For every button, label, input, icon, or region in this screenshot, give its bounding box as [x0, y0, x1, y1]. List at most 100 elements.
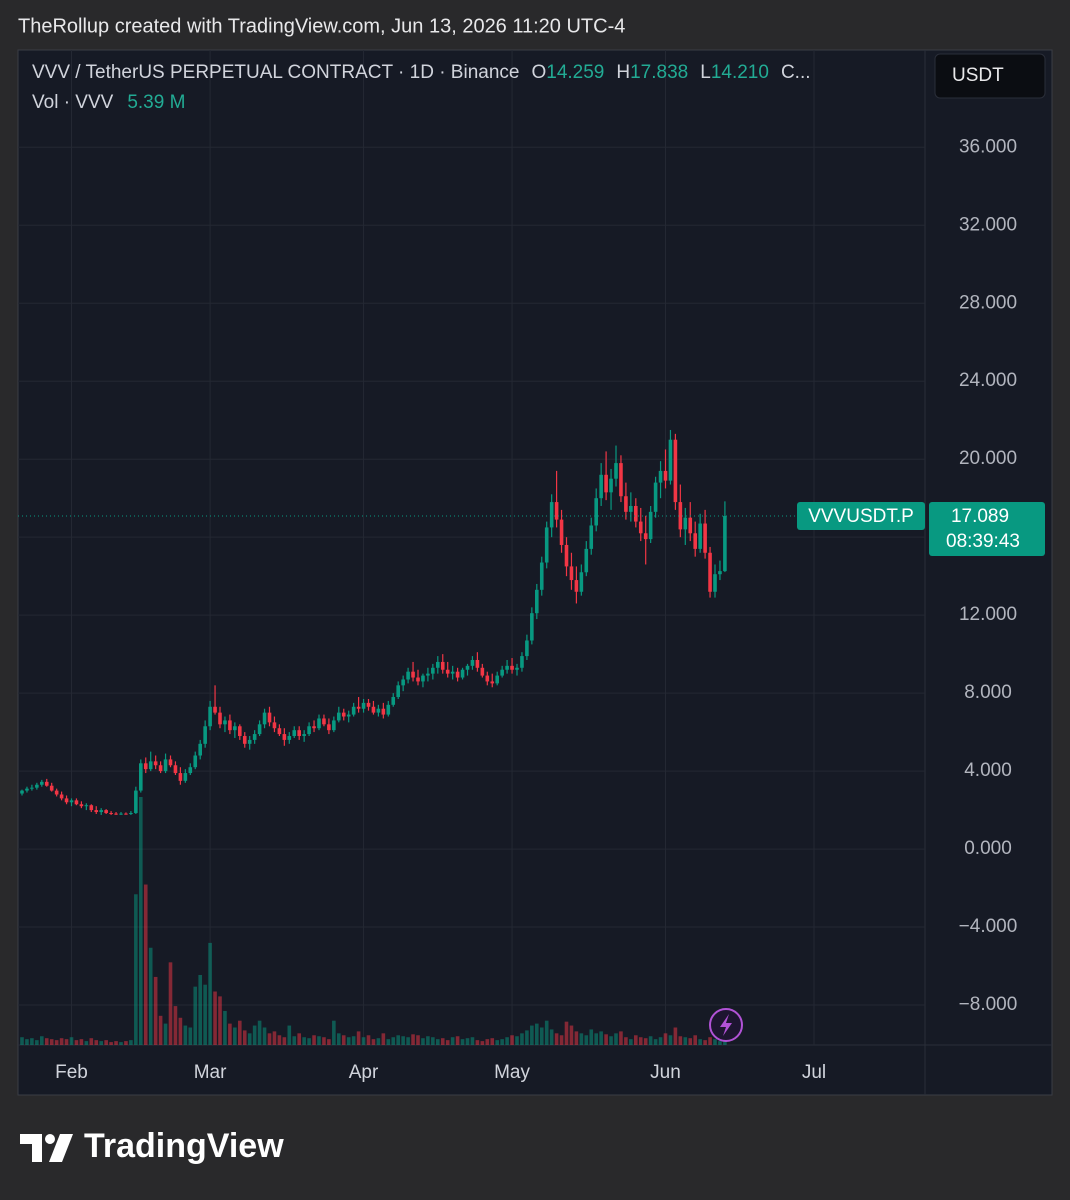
ohlc-item: O14.259: [531, 62, 604, 84]
y-tick-label: 12.000: [959, 604, 1017, 625]
candle-body: [505, 665, 509, 670]
candle-body: [124, 813, 128, 815]
candle-body: [371, 706, 376, 713]
candle-body: [663, 470, 668, 481]
candle-body: [480, 667, 485, 676]
candle-body: [99, 810, 103, 813]
volume-bar: [307, 1038, 311, 1045]
volume-bar: [604, 1034, 608, 1045]
candle-body: [470, 659, 475, 666]
candle-body: [223, 720, 227, 725]
volume-bar: [64, 1039, 69, 1045]
candle-body: [629, 505, 633, 512]
volume-bar: [337, 1033, 341, 1045]
currency-button[interactable]: [934, 53, 1046, 99]
volume-bar: [351, 1036, 356, 1045]
volume-bar: [708, 1037, 712, 1045]
volume-bar: [381, 1033, 386, 1045]
volume-bar: [302, 1037, 306, 1045]
volume-bar: [282, 1037, 287, 1045]
candle-body: [648, 511, 653, 540]
legend-row: VVV / TetherUS PERPETUAL CONTRACT · 1D ·…: [32, 62, 811, 84]
candle-body: [445, 669, 450, 674]
x-tick-label: Jul: [802, 1062, 826, 1083]
candle-body: [604, 474, 608, 493]
volume-bar: [69, 1037, 74, 1045]
volume-bar: [153, 976, 158, 1045]
candle-body: [89, 805, 94, 811]
volume-bar: [148, 947, 153, 1045]
candle-body: [411, 671, 415, 678]
volume-bar: [629, 1039, 633, 1045]
volume-bar: [391, 1037, 396, 1045]
candle-body: [54, 790, 59, 795]
volume-bar: [634, 1035, 638, 1045]
ohlc-value: 17.838: [630, 62, 689, 83]
volume-bar: [277, 1035, 282, 1045]
volume-bar: [520, 1033, 524, 1045]
volume-bar: [455, 1036, 460, 1045]
volume-bar: [292, 1036, 297, 1045]
volume-bar: [208, 942, 212, 1045]
candle-body: [322, 718, 326, 725]
volume-bar: [297, 1033, 301, 1045]
candle-body: [267, 712, 272, 723]
volume-bar: [584, 1035, 589, 1045]
volume-bar: [94, 1040, 99, 1045]
candle-body: [436, 661, 440, 668]
candle-body: [158, 765, 163, 772]
volume-bar: [663, 1033, 668, 1045]
y-tick-label: 36.000: [959, 136, 1017, 157]
candle-body: [59, 794, 64, 799]
volume-bar: [549, 1029, 554, 1045]
candle-body: [40, 781, 44, 785]
candle-body: [440, 661, 445, 670]
volume-bar: [332, 1020, 336, 1045]
candle-body: [718, 571, 722, 575]
volume-bar: [114, 1041, 118, 1045]
volume-bar: [638, 1037, 643, 1045]
candle-body: [569, 566, 574, 581]
volume-bar: [54, 1040, 59, 1045]
volume-bar: [386, 1039, 391, 1045]
price-tag: 17.089: [951, 506, 1009, 527]
volume-bar: [312, 1035, 316, 1045]
candle-body: [554, 502, 559, 520]
candle-body: [148, 761, 153, 770]
volume-bar: [668, 1035, 673, 1045]
volume-bar: [59, 1038, 64, 1045]
candle-body: [346, 714, 351, 717]
volume-bar: [624, 1037, 628, 1045]
x-tick-label: Mar: [194, 1062, 227, 1083]
candle-body: [114, 813, 118, 815]
candle-body: [302, 734, 306, 737]
volume-bar: [436, 1039, 440, 1045]
volume-bar: [683, 1037, 688, 1045]
candle-body: [312, 726, 316, 729]
ohlc-legend: O14.259 H17.838 L14.210: [531, 62, 768, 84]
volume-bar: [89, 1038, 94, 1045]
x-tick-label: Jun: [650, 1062, 681, 1083]
chart-panel: [17, 49, 1053, 1096]
candle-body: [698, 523, 702, 549]
volume-bar: [20, 1037, 24, 1045]
volume-bar: [99, 1041, 103, 1045]
ohlc-key: O: [531, 62, 547, 83]
candle-body: [49, 785, 54, 791]
volume-bar: [579, 1033, 584, 1045]
candle-body: [356, 706, 361, 709]
candle-body: [693, 533, 697, 549]
candle-body: [44, 781, 49, 786]
volume-bar: [396, 1035, 400, 1045]
currency-label[interactable]: USDT: [952, 65, 1004, 86]
candle-body: [188, 767, 193, 774]
candle-body: [574, 580, 579, 592]
volume-bar: [188, 1027, 193, 1045]
price-tag-bg: [929, 501, 1045, 556]
candle-body: [218, 712, 222, 725]
volume-bar: [431, 1037, 435, 1045]
volume-bar: [614, 1033, 618, 1045]
ohlc-item: H17.838: [616, 62, 688, 84]
candle-body: [619, 463, 623, 497]
candle-body: [510, 665, 514, 670]
